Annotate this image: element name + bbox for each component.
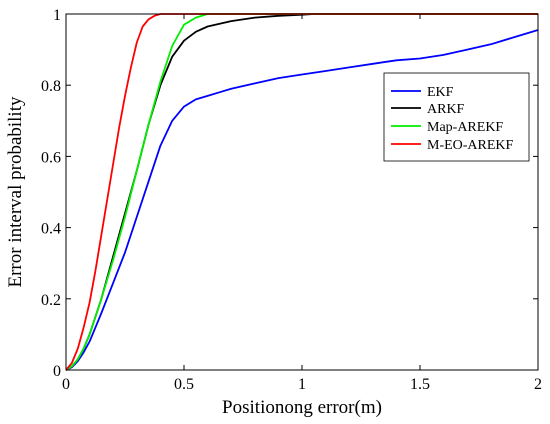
legend-label-arkf: ARKF [427,102,465,117]
x-axis-label: Positionong error(m) [222,397,382,418]
x-tick-label: 2 [534,376,542,393]
x-tick-label: 1.5 [410,376,430,393]
ticks-layer: 0 0.5 1 1.5 2 0 0.2 0.4 0.6 0.8 1 [41,7,542,393]
legend-label-map-arekf: Map-AREKF [427,120,503,135]
series-line-map-arekf [65,13,538,371]
y-axis-label: Error interval probability [5,96,26,287]
y-tick-label: 0.2 [41,292,61,309]
y-tick-label: 0.6 [41,149,61,166]
x-tick-label: 1 [298,376,306,393]
legend-label-m-eo-arekf: M-EO-AREKF [427,138,514,153]
legend-label-ekf: EKF [427,85,454,100]
legend: EKF ARKF Map-AREKF M-EO-AREKF [383,72,530,162]
legend-box [383,72,530,162]
series-line-m-eo-arekf [65,13,538,371]
x-tick-label: 0.5 [174,376,194,393]
x-tick-label: 0 [62,376,70,393]
series-layer [65,13,539,371]
series-line-ekf [65,29,539,371]
y-tick-label: 0 [53,363,61,380]
y-tick-label: 1 [53,7,61,24]
y-tick-label: 0.4 [41,221,61,238]
y-tick-label: 0.8 [41,78,61,95]
